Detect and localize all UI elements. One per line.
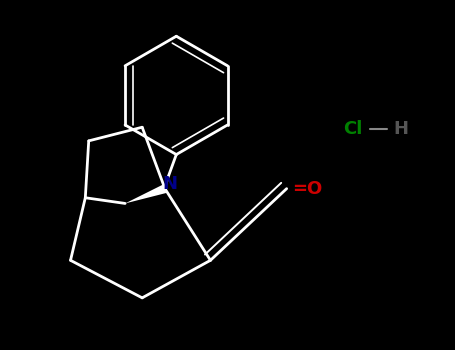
Text: Cl: Cl [343,120,362,139]
Text: N: N [162,175,177,193]
Polygon shape [125,184,167,203]
Text: H: H [393,120,408,139]
Text: =O: =O [292,180,322,198]
